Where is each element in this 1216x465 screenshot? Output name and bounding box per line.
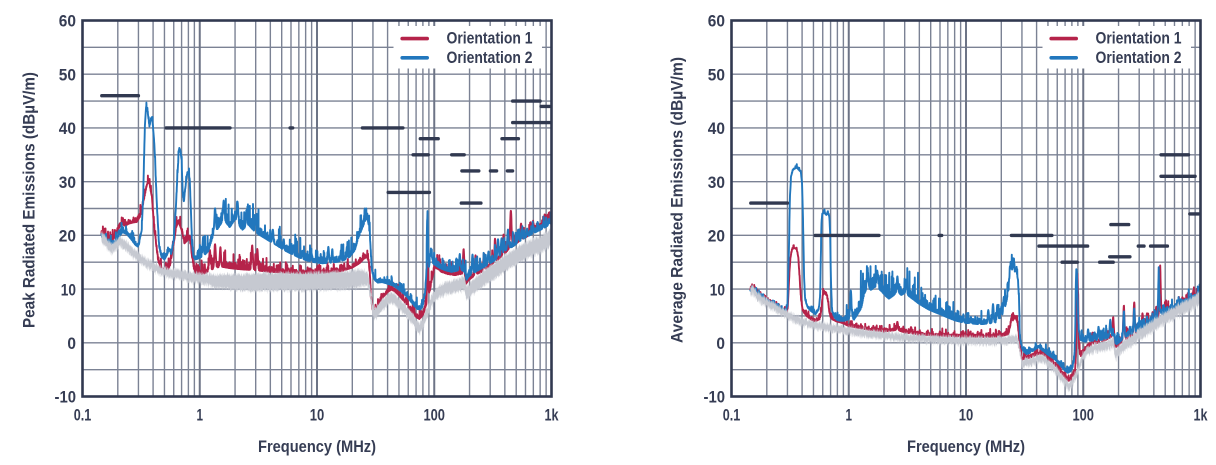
svg-text:20: 20	[59, 227, 76, 246]
svg-text:Frequency (MHz): Frequency (MHz)	[258, 437, 376, 456]
svg-text:Peak Radiated Emissions (dBµV/: Peak Radiated Emissions (dBµV/m)	[20, 72, 39, 328]
svg-text:Average Radiated Emissions (dB: Average Radiated Emissions (dBµV/m)	[668, 57, 687, 343]
svg-text:20: 20	[708, 227, 725, 246]
svg-text:0: 0	[67, 334, 76, 353]
svg-text:Orientation 1: Orientation 1	[1096, 30, 1182, 48]
svg-text:10: 10	[61, 280, 76, 299]
svg-text:Orientation 2: Orientation 2	[447, 49, 533, 67]
svg-text:1: 1	[197, 405, 204, 424]
svg-text:50: 50	[708, 65, 725, 84]
svg-text:100: 100	[423, 405, 445, 424]
svg-text:40: 40	[708, 119, 725, 138]
svg-text:1: 1	[846, 405, 853, 424]
svg-text:1k: 1k	[545, 405, 559, 424]
svg-text:30: 30	[59, 173, 76, 192]
svg-text:0: 0	[716, 334, 725, 353]
svg-text:10: 10	[310, 405, 325, 424]
svg-text:100: 100	[1072, 405, 1094, 424]
svg-text:1k: 1k	[1194, 405, 1208, 424]
svg-text:-10: -10	[55, 388, 77, 407]
svg-text:50: 50	[59, 65, 76, 84]
svg-text:Orientation 1: Orientation 1	[447, 30, 533, 48]
svg-text:30: 30	[708, 173, 725, 192]
svg-text:10: 10	[959, 405, 974, 424]
svg-text:60: 60	[59, 12, 76, 31]
svg-text:0.1: 0.1	[723, 405, 741, 424]
svg-text:-10: -10	[704, 388, 726, 407]
svg-text:Frequency (MHz): Frequency (MHz)	[907, 437, 1025, 456]
svg-text:0.1: 0.1	[74, 405, 92, 424]
svg-text:40: 40	[59, 119, 76, 138]
svg-text:Orientation 2: Orientation 2	[1096, 49, 1182, 67]
svg-text:60: 60	[708, 12, 725, 31]
svg-text:10: 10	[710, 280, 725, 299]
